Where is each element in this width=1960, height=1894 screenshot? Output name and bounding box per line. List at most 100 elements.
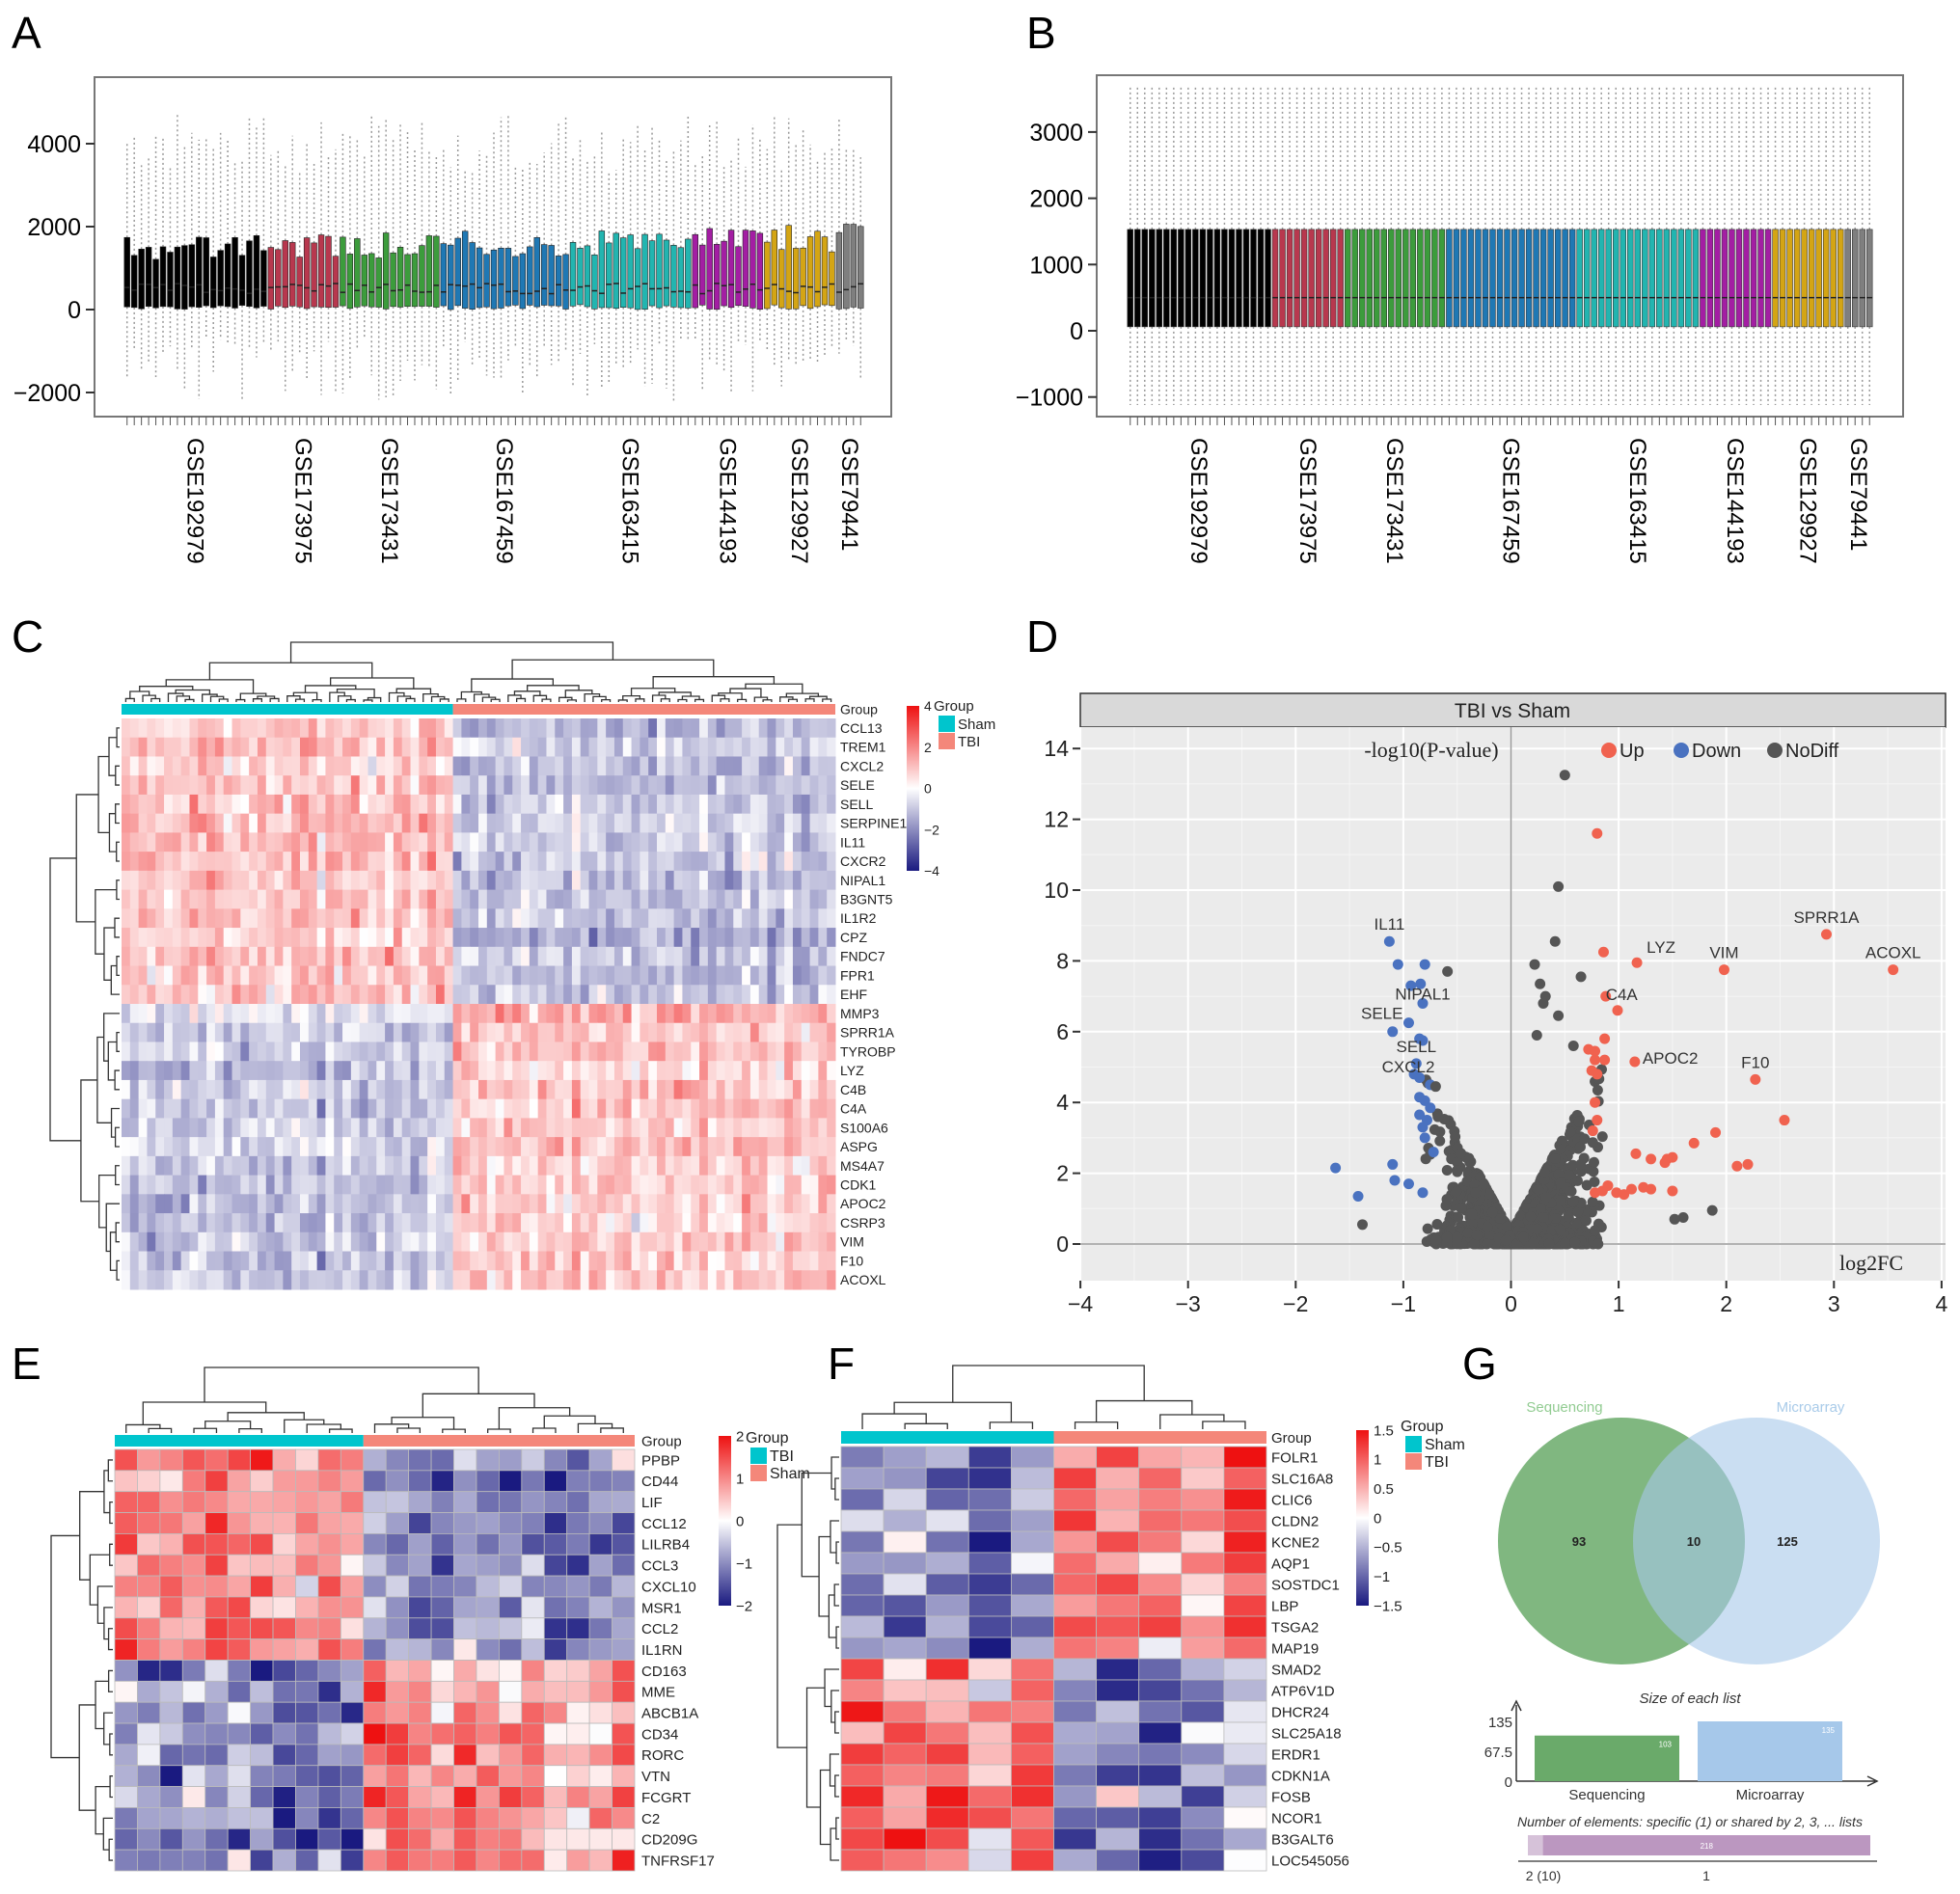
heatmap-cell: [716, 794, 725, 815]
heatmap-cell: [444, 1004, 454, 1024]
heatmap-cell: [588, 1765, 612, 1788]
heatmap-cell: [495, 1098, 504, 1119]
heatmap-cell: [265, 870, 276, 891]
heatmap-cell: [272, 1596, 296, 1619]
heatmap-cell: [419, 813, 428, 833]
heatmap-cell: [408, 1491, 432, 1513]
heatmap-cell: [283, 965, 292, 986]
heatmap-cell: [612, 1575, 636, 1598]
heatmap-cell: [657, 889, 667, 909]
heatmap-cell: [840, 1594, 885, 1617]
heatmap-cell: [476, 1596, 500, 1619]
heatmap-cell: [316, 1061, 326, 1081]
heatmap-cell: [827, 1004, 836, 1024]
heatmap-cell: [257, 1251, 267, 1271]
facet-strip: [1079, 692, 1946, 728]
heatmap-cell: [1138, 1785, 1183, 1808]
heatmap-cell: [818, 1155, 828, 1177]
heatmap-cell: [159, 1807, 183, 1829]
dendrogram-branch: [98, 1174, 116, 1229]
heatmap-cell: [827, 775, 836, 796]
heatmap-cell: [622, 1270, 633, 1290]
heatmap-cell: [767, 737, 776, 757]
heatmap-cell: [657, 1175, 667, 1195]
heatmap-cell: [204, 1470, 229, 1493]
heatmap-cell: [640, 965, 649, 986]
heatmap-cell: [206, 1270, 216, 1290]
heatmap-cell: [401, 1155, 412, 1177]
dendrogram-branch: [395, 688, 432, 694]
heatmap-cell: [393, 794, 403, 815]
heatmap-cell: [521, 813, 531, 833]
heatmap-cell: [606, 1137, 615, 1157]
heatmap-cell: [967, 1679, 1012, 1702]
heatmap-cell: [707, 1231, 718, 1253]
heatmap-cell: [122, 1251, 131, 1271]
gene-label: F10: [840, 1253, 863, 1268]
gene-label: C2: [641, 1811, 660, 1827]
heatmap-cell: [159, 1765, 183, 1788]
heatmap-cell: [129, 1194, 140, 1214]
heatmap-cell: [249, 813, 259, 833]
heatmap-cell: [1223, 1721, 1267, 1745]
heatmap-cell: [363, 1660, 387, 1682]
dendrogram-branch: [830, 1520, 839, 1554]
heatmap-cell: [699, 965, 709, 986]
heatmap-cell: [180, 1194, 190, 1214]
heatmap-cell: [622, 794, 633, 815]
heatmap-cell: [742, 1098, 751, 1119]
heatmap-cell: [419, 870, 428, 891]
heatmap-cell: [563, 946, 573, 967]
heatmap-cell: [682, 889, 692, 909]
heatmap-cell: [129, 737, 140, 757]
heatmap-cell: [1223, 1827, 1267, 1851]
heatmap-cell: [776, 1137, 785, 1157]
heatmap-cell: [648, 1194, 658, 1214]
heatmap-cell: [1138, 1573, 1183, 1596]
heatmap-cell: [1181, 1530, 1225, 1554]
heatmap-cell: [742, 852, 751, 872]
heatmap-cell: [521, 1079, 531, 1100]
heatmap-cell: [699, 1118, 709, 1138]
heatmap-cell: [283, 946, 292, 967]
heatmap-cell: [138, 775, 148, 796]
heatmap-cell: [555, 775, 564, 796]
heatmap-cell: [588, 737, 598, 757]
heatmap-cell: [1181, 1552, 1225, 1575]
heatmap-cell: [249, 1213, 259, 1233]
heatmap-cell: [546, 813, 556, 833]
heatmap-cell: [840, 1552, 885, 1575]
heatmap-cell: [631, 889, 640, 909]
heatmap-cell: [606, 1061, 615, 1081]
heatmap-cell: [180, 813, 190, 833]
heatmap-cell: [733, 775, 743, 796]
heatmap-cell: [631, 1231, 640, 1253]
heatmap-cell: [537, 870, 547, 891]
heatmap-cell: [419, 1155, 428, 1177]
heatmap-cell: [206, 1231, 216, 1253]
box-GSE173431: [354, 238, 361, 308]
heatmap-cell: [1181, 1637, 1225, 1660]
heatmap-cell: [691, 737, 700, 757]
heatmap-cell: [231, 870, 241, 891]
heatmap-cell: [444, 965, 454, 986]
heatmap-cell: [453, 1638, 477, 1661]
heatmap-cell: [300, 1155, 310, 1177]
box-GSE192979: [1228, 229, 1236, 328]
heatmap-cell: [385, 1512, 410, 1534]
box-GSE163415: [1620, 229, 1626, 328]
box-GSE167459: [461, 230, 469, 309]
heatmap-cell: [393, 852, 403, 872]
heatmap-cell: [214, 870, 225, 891]
heatmap-cell: [129, 1137, 140, 1157]
heatmap-cell: [181, 1680, 206, 1703]
heatmap-cell: [563, 775, 573, 796]
heatmap-cell: [691, 1155, 700, 1177]
heatmap-cell: [648, 794, 658, 815]
heatmap-cell: [665, 775, 675, 796]
heatmap-cell: [227, 1849, 252, 1872]
heatmap-cell: [368, 775, 377, 796]
box-GSE163415: [1648, 229, 1656, 328]
box-GSE173431: [1380, 229, 1387, 328]
